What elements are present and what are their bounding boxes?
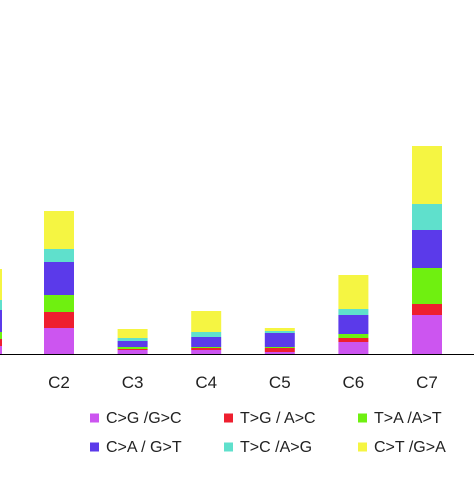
bar-segment bbox=[44, 328, 74, 354]
bar-segment bbox=[191, 311, 222, 332]
bar-segment bbox=[191, 350, 222, 354]
bar-segment bbox=[117, 349, 148, 350]
legend: C>G /G>C T>G / A>C T>A /A>T C>A / G>T T>C /A… bbox=[90, 410, 446, 456]
bar-segment-partial bbox=[0, 339, 2, 346]
bar-segment bbox=[117, 350, 148, 354]
bar-segment bbox=[117, 347, 148, 349]
x-tick-label: C5 bbox=[269, 373, 291, 392]
bar-segment-partial bbox=[0, 310, 2, 332]
bar-segment bbox=[117, 341, 148, 347]
legend-swatch bbox=[90, 413, 99, 423]
legend-label: T>C /A>G bbox=[240, 439, 312, 456]
bar-segment bbox=[191, 332, 222, 337]
bar-segment bbox=[191, 348, 222, 350]
bar-segment-partial bbox=[0, 332, 2, 339]
bars-layer bbox=[0, 146, 442, 354]
bar-segment bbox=[264, 352, 295, 354]
legend-swatch bbox=[358, 442, 367, 452]
bar-segment bbox=[44, 295, 74, 312]
bar-segment bbox=[338, 338, 369, 342]
legend-swatch bbox=[358, 413, 367, 423]
bar-segment bbox=[412, 230, 442, 268]
bar-segment bbox=[117, 338, 148, 341]
x-ticks-layer: C2 C3 C4 C5 C6 C7 bbox=[48, 373, 438, 392]
bar-segment bbox=[117, 329, 148, 338]
bar-segment bbox=[264, 347, 295, 348]
legend-label: T>G / A>C bbox=[240, 410, 316, 427]
legend-swatch bbox=[224, 413, 233, 423]
bar-segment bbox=[412, 204, 442, 230]
legend-label: T>A /A>T bbox=[374, 410, 442, 427]
bar-segment bbox=[338, 342, 369, 354]
bar-segment bbox=[44, 211, 74, 249]
bar-segment bbox=[44, 249, 74, 262]
legend-label: C>T /G>A bbox=[374, 439, 446, 456]
x-tick-label: C3 bbox=[122, 373, 144, 392]
bar-segment-partial bbox=[0, 269, 2, 300]
bar-segment bbox=[191, 337, 222, 347]
legend-swatch bbox=[224, 442, 233, 452]
bar-segment bbox=[264, 348, 295, 352]
bar-segment bbox=[412, 304, 442, 315]
legend-label: C>G /G>C bbox=[106, 410, 182, 427]
x-tick-label: C2 bbox=[48, 373, 70, 392]
legend-label: C>A / G>T bbox=[106, 439, 182, 456]
bar-segment bbox=[338, 275, 369, 309]
bar-segment-partial bbox=[0, 346, 2, 354]
bar-segment bbox=[264, 328, 295, 331]
bar-segment bbox=[412, 268, 442, 304]
bar-segment bbox=[412, 315, 442, 354]
bar-segment bbox=[338, 309, 369, 315]
x-tick-label: C7 bbox=[416, 373, 438, 392]
bar-segment bbox=[338, 334, 369, 338]
bar-segment bbox=[44, 312, 74, 328]
bar-segment bbox=[264, 331, 295, 333]
bar-segment-partial bbox=[0, 300, 2, 310]
bar-segment bbox=[44, 262, 74, 295]
bar-segment bbox=[264, 333, 295, 347]
legend-swatch bbox=[90, 442, 99, 452]
x-tick-label: C4 bbox=[195, 373, 217, 392]
bar-segment bbox=[412, 146, 442, 204]
bar-segment bbox=[191, 347, 222, 348]
bar-segment bbox=[338, 315, 369, 334]
x-tick-label: C6 bbox=[343, 373, 365, 392]
